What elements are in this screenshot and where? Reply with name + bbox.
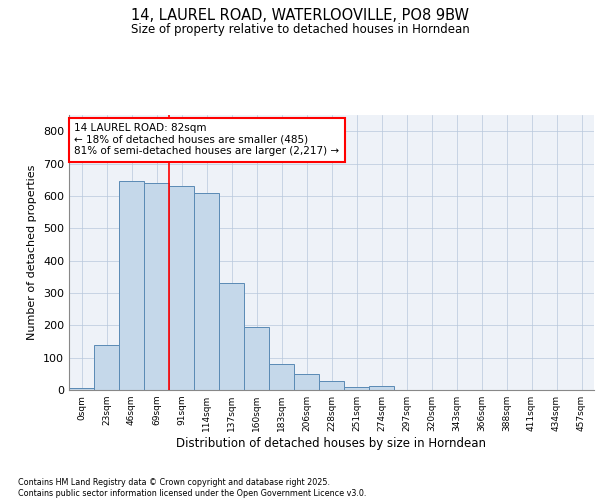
Text: 14, LAUREL ROAD, WATERLOOVILLE, PO8 9BW: 14, LAUREL ROAD, WATERLOOVILLE, PO8 9BW bbox=[131, 8, 469, 22]
Text: Size of property relative to detached houses in Horndean: Size of property relative to detached ho… bbox=[131, 22, 469, 36]
Bar bbox=[119, 182, 144, 390]
Bar bbox=[319, 381, 344, 390]
Text: Contains HM Land Registry data © Crown copyright and database right 2025.
Contai: Contains HM Land Registry data © Crown c… bbox=[18, 478, 367, 498]
Y-axis label: Number of detached properties: Number of detached properties bbox=[28, 165, 37, 340]
Bar bbox=[269, 364, 294, 390]
Bar bbox=[169, 186, 194, 390]
Bar bbox=[244, 327, 269, 390]
Bar bbox=[219, 283, 244, 390]
Bar bbox=[194, 192, 219, 390]
Bar bbox=[369, 386, 394, 390]
Bar bbox=[294, 374, 319, 390]
X-axis label: Distribution of detached houses by size in Horndean: Distribution of detached houses by size … bbox=[176, 437, 487, 450]
Text: 14 LAUREL ROAD: 82sqm
← 18% of detached houses are smaller (485)
81% of semi-det: 14 LAUREL ROAD: 82sqm ← 18% of detached … bbox=[74, 123, 340, 156]
Bar bbox=[344, 387, 369, 390]
Bar bbox=[144, 183, 169, 390]
Bar bbox=[69, 388, 94, 390]
Bar bbox=[94, 344, 119, 390]
